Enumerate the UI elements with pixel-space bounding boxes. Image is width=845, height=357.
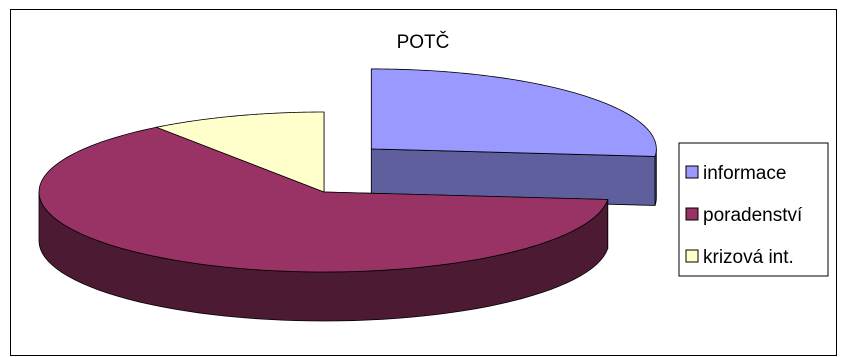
pie-slice-poradenstv bbox=[38, 126, 609, 273]
legend-swatch-poradenstv bbox=[685, 207, 699, 221]
legend-swatch-informace bbox=[685, 165, 699, 179]
legend: informace poradenství krizová int. bbox=[678, 142, 829, 277]
legend-label-poradenstv: poradenství bbox=[703, 205, 803, 226]
plot-area bbox=[38, 68, 657, 322]
legend-label-krizov-int: krizová int. bbox=[703, 247, 794, 268]
legend-box bbox=[678, 142, 829, 277]
chart-title: POTČ bbox=[397, 31, 450, 53]
legend-label-informace: informace bbox=[703, 163, 786, 184]
pie-slice-informace bbox=[370, 68, 657, 157]
legend-swatch-krizov-int bbox=[685, 249, 699, 263]
slice-side-informace bbox=[654, 148, 657, 206]
pie-slice-krizov-int bbox=[155, 111, 325, 193]
